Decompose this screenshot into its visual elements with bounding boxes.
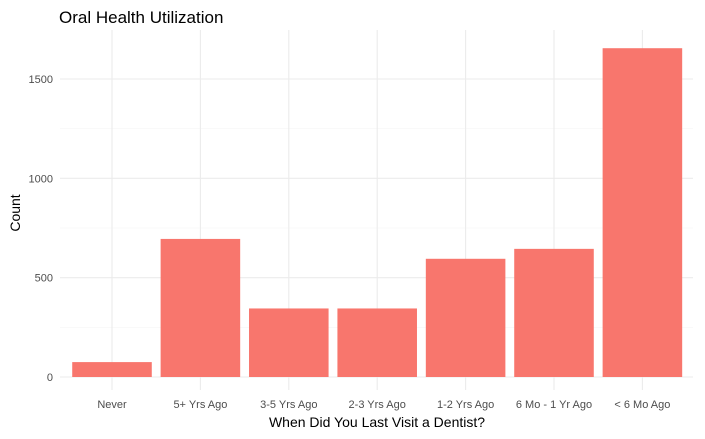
x-tick-label: 2-3 Yrs Ago	[349, 399, 406, 411]
bar	[425, 258, 506, 377]
y-tick-label: 0	[47, 372, 53, 384]
x-tick-label: 5+ Yrs Ago	[173, 399, 227, 411]
x-tick-label: 6 Mo - 1 Yr Ago	[516, 399, 592, 411]
chart-title: Oral Health Utilization	[59, 8, 223, 27]
y-tick-label: 500	[35, 273, 53, 285]
x-axis-title: When Did You Last Visit a Dentist?	[269, 414, 485, 430]
x-tick-label: Never	[97, 399, 127, 411]
bar	[249, 308, 329, 377]
y-axis-ticks: 0 500 1000 1500	[29, 74, 53, 384]
bar	[514, 248, 594, 377]
x-tick-label: 3-5 Yrs Ago	[260, 399, 317, 411]
x-axis-ticks: Never 5+ Yrs Ago 3-5 Yrs Ago 2-3 Yrs Ago 1-2…	[97, 399, 670, 411]
bar	[72, 362, 152, 377]
y-axis-title: Count	[7, 194, 23, 231]
x-tick-label: < 6 Mo Ago	[614, 399, 670, 411]
bar	[337, 308, 417, 377]
bars	[72, 48, 683, 377]
y-tick-label: 1500	[29, 74, 53, 86]
y-tick-label: 1000	[29, 173, 53, 185]
bar	[160, 238, 241, 377]
x-tick-label: 1-2 Yrs Ago	[437, 399, 494, 411]
bar	[602, 48, 683, 377]
